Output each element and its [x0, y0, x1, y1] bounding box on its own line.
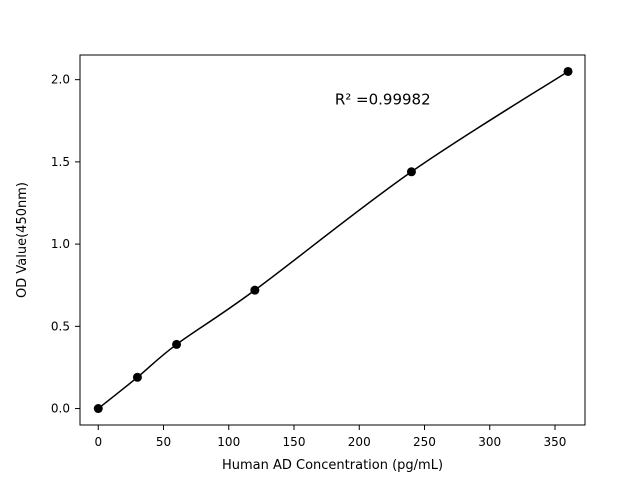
r-squared-annotation: R² =0.99982	[335, 90, 431, 108]
data-point	[132, 372, 142, 382]
data-point	[93, 404, 103, 414]
x-axis-tick-label: 200	[348, 435, 371, 449]
axes: 0 50 100 150 200 250 300 350 0.0 0.5 1.0 1.5 2.0 Huma…	[15, 54, 586, 473]
x-axis-tick-label: 150	[283, 435, 306, 449]
x-axis-tick-label: 300	[478, 435, 501, 449]
x-axis-tick-label: 0	[94, 435, 102, 449]
y-axis-tick-label: 0.5	[51, 319, 70, 333]
x-axis-label: Human AD Concentration (pg/mL)	[222, 458, 443, 473]
data-point	[250, 285, 260, 295]
trend-line	[97, 70, 569, 410]
x-axis-tick-label: 250	[413, 435, 436, 449]
x-axis-tick-label: 50	[156, 435, 171, 449]
y-axis-label: OD Value(450nm)	[15, 182, 30, 298]
data-point	[172, 339, 182, 349]
data-point	[406, 167, 416, 177]
x-axis-tick-label: 350	[544, 435, 567, 449]
y-axis-tick-label: 1.0	[51, 237, 70, 251]
x-axis-tick-label: 100	[217, 435, 240, 449]
plot-border	[79, 54, 586, 426]
y-axis-tick-label: 0.0	[51, 402, 70, 416]
y-axis-tick-label: 2.0	[51, 73, 70, 87]
y-axis-tick-label: 1.5	[51, 155, 70, 169]
data-point	[563, 66, 573, 76]
